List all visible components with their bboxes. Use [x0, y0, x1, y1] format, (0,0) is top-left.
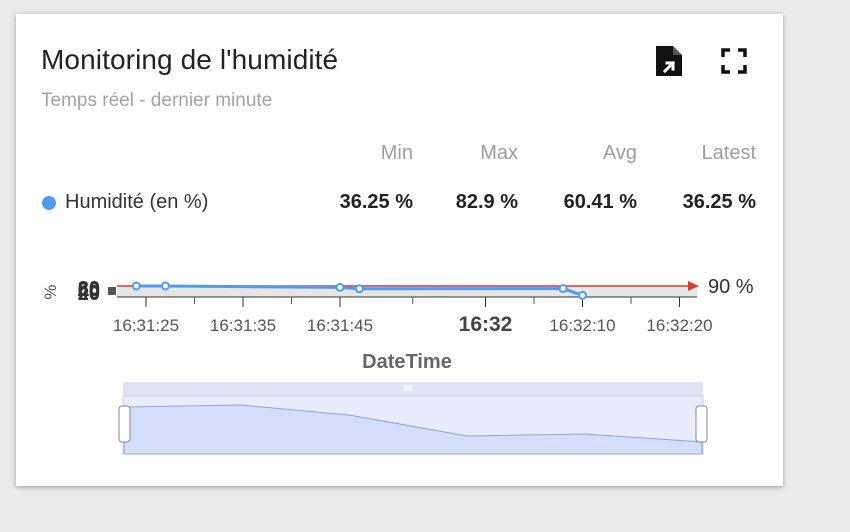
series-name[interactable]: Humidité (en %) — [65, 191, 209, 213]
navigator-scrollbar[interactable] — [123, 382, 703, 396]
y-tick-label: 20 — [78, 283, 100, 305]
series-max-value: 82.9 % — [455, 191, 518, 213]
x-tick-label: 16:31:35 — [210, 316, 276, 335]
fullscreen-icon — [721, 48, 747, 74]
series-avg-value: 60.41 % — [563, 191, 637, 213]
legend-header-max: Max — [480, 142, 518, 164]
range-navigator[interactable] — [118, 382, 708, 455]
x-axis-ticks: 16:31:25 16:31:35 16:31:45 16:32 16:32:10 16:… — [113, 297, 713, 336]
threshold-label: 90 % — [708, 276, 754, 298]
data-point[interactable] — [335, 282, 345, 292]
x-axis-title: DateTime — [362, 351, 452, 373]
navigator-grip-icon[interactable] — [404, 385, 412, 391]
navigator-right-handle[interactable] — [695, 405, 708, 443]
data-point[interactable] — [558, 284, 568, 294]
export-button[interactable] — [652, 44, 686, 78]
data-point[interactable] — [131, 281, 141, 291]
series-min-value: 36.25 % — [339, 191, 413, 213]
series-layer — [131, 281, 587, 300]
x-tick-label: 16:31:45 — [307, 316, 373, 335]
data-point[interactable] — [160, 281, 170, 291]
series-latest-value: 36.25 % — [682, 191, 756, 213]
data-point[interactable] — [578, 290, 587, 300]
y-tick-label: 40 — [78, 282, 100, 304]
x-tick-label: 16:32:20 — [646, 316, 712, 335]
humidity-monitoring-card: Monitoring de l'humidité Temps réel - de… — [16, 14, 783, 486]
y-axis-label: % — [41, 284, 60, 299]
y-tick-label: 80 — [78, 278, 100, 300]
legend-header-min: Min — [380, 142, 413, 164]
fullscreen-button[interactable] — [717, 44, 751, 78]
y-tick-label: 60 — [78, 279, 100, 301]
legend-header-latest: Latest — [701, 142, 756, 164]
y-axis-marker — [108, 287, 116, 295]
series-color-dot[interactable] — [42, 196, 56, 210]
x-tick-label: 16:32:10 — [549, 316, 615, 335]
file-export-icon — [656, 46, 682, 76]
card-title: Monitoring de l'humidité — [41, 44, 339, 75]
threshold-arrow-icon — [688, 281, 699, 291]
card-subtitle: Temps réel - dernier minute — [41, 90, 273, 111]
chart-legend-table: Min Max Avg Latest Humidité (en %) 36.25… — [16, 134, 783, 224]
x-tick-label: 16:31:25 — [113, 316, 179, 335]
data-point[interactable] — [354, 284, 364, 294]
navigator-series-area — [123, 404, 703, 455]
legend-header-avg: Avg — [602, 142, 637, 164]
navigator-left-handle[interactable] — [118, 405, 131, 443]
x-tick-label: 16:32 — [459, 313, 513, 336]
